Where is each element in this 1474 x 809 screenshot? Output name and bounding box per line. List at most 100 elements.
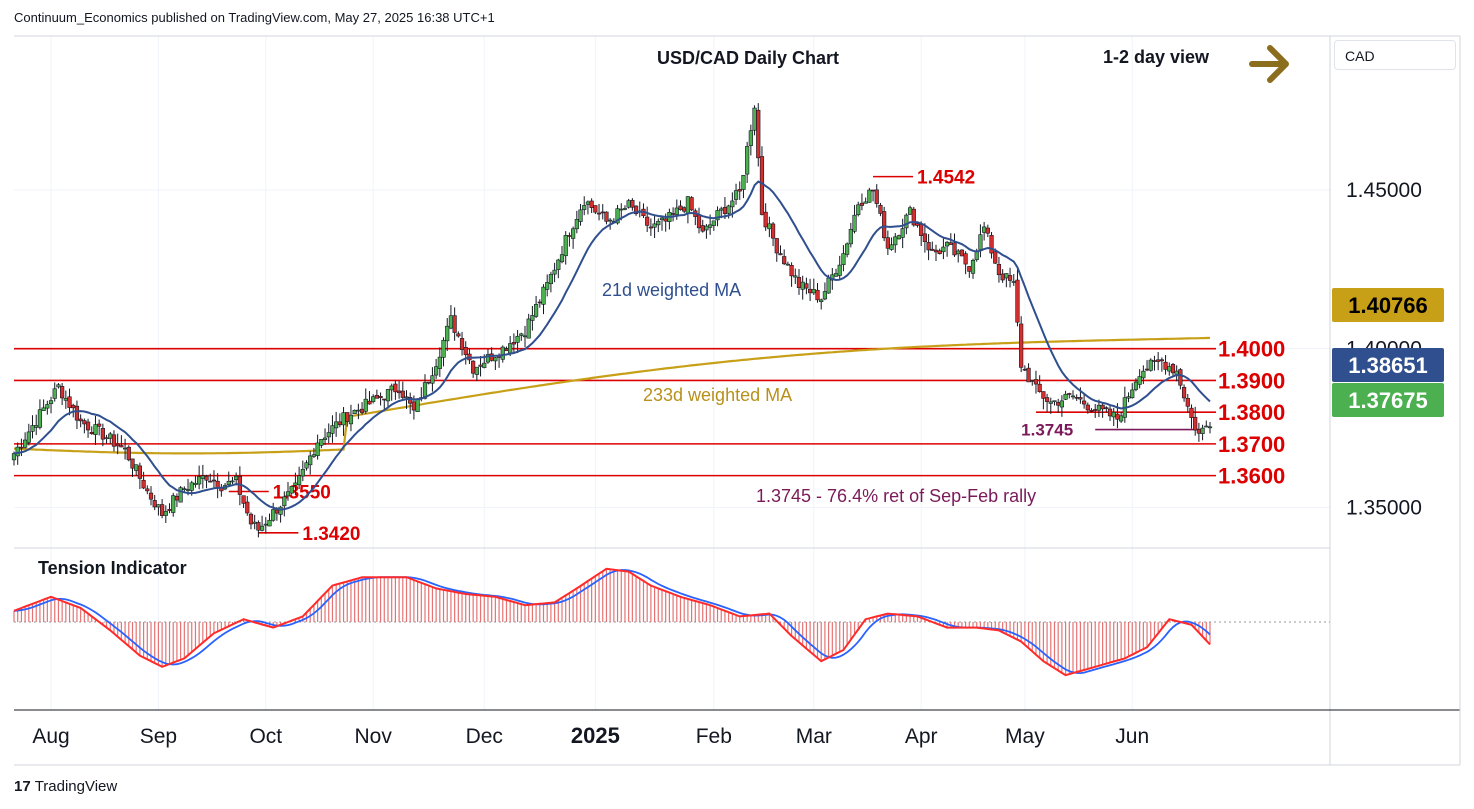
candle-body (26, 431, 31, 443)
candle-body (337, 421, 342, 425)
candle-body (696, 214, 702, 229)
time-tick-2025: 2025 (571, 723, 620, 748)
candle-body (789, 265, 794, 277)
candle-body (52, 388, 57, 399)
candle-body (715, 210, 720, 221)
candle-body (593, 205, 598, 213)
tension-slow-line (13, 569, 1211, 675)
candle-body (141, 479, 146, 489)
candle-body (900, 228, 905, 238)
candle-body (1196, 429, 1201, 434)
candle-body (434, 366, 439, 376)
candle-body (1048, 401, 1053, 404)
candle-body (1063, 393, 1068, 400)
candle-body (563, 235, 568, 257)
candle-body (156, 504, 161, 508)
candle-body (1170, 364, 1176, 374)
time-tick-May: May (1005, 725, 1045, 748)
candle-body (160, 504, 165, 516)
candle-body (382, 398, 387, 401)
candle-body (274, 509, 279, 514)
candle-body (330, 425, 335, 434)
candle-body (1189, 407, 1194, 418)
candle-body (334, 421, 339, 429)
candle-body (733, 190, 739, 200)
time-tick-Nov: Nov (354, 725, 392, 748)
candle-body (319, 439, 324, 446)
level-label-1.4000: 1.4000 (1218, 337, 1285, 362)
marker-label-1.3420: 1.3420 (302, 524, 360, 545)
candle-body (508, 343, 513, 354)
candle-body (74, 405, 80, 421)
candle-body (996, 263, 1002, 276)
candle-body (197, 476, 202, 485)
candle-body (1019, 323, 1024, 368)
candle-body (359, 408, 365, 413)
candle-body (300, 469, 305, 477)
candle-body (589, 200, 594, 208)
candle-body (341, 412, 346, 426)
candle-body (907, 207, 913, 215)
candle-body (311, 454, 317, 457)
candle-body (1044, 397, 1050, 402)
candle-body (437, 356, 442, 369)
candle-body (374, 394, 379, 399)
candle-body (1156, 359, 1161, 362)
candle-body (911, 208, 916, 226)
candle-body (1096, 404, 1102, 411)
candle-body (441, 339, 446, 358)
candle-body (278, 506, 283, 515)
candle-body (459, 338, 465, 350)
candle-body (315, 442, 320, 457)
candle-body (67, 396, 72, 408)
candle-body (1085, 404, 1090, 411)
candle-body (863, 201, 868, 204)
candle-body (619, 208, 624, 211)
candle-body (719, 208, 724, 211)
candle-body (41, 407, 46, 411)
candle-body (100, 428, 105, 440)
candle-body (552, 269, 557, 275)
candlesticks (11, 103, 1213, 538)
candle-body (1015, 279, 1020, 323)
candle-body (204, 475, 209, 481)
candle-body (308, 455, 313, 466)
candle-body (230, 480, 235, 483)
candle-body (293, 482, 298, 486)
candle-body (770, 223, 776, 239)
candle-body (741, 174, 746, 190)
candle-body (430, 375, 435, 384)
candle-body (915, 223, 920, 226)
support-resistance-levels: 1.4000 1.3900 1.3800 1.3700 1.3600 1.4542 1.35… (14, 168, 1285, 545)
time-axis-ticks: Aug Sep Oct Nov Dec 2025 Feb Mar Apr May Jun (32, 723, 1149, 748)
candle-body (882, 211, 887, 239)
candle-body (822, 291, 828, 300)
candle-body (537, 301, 542, 304)
candle-body (1193, 416, 1198, 431)
candle-body (559, 254, 565, 263)
time-tick-Apr: Apr (905, 725, 938, 748)
candle-body (937, 250, 942, 254)
candle-body (807, 288, 813, 294)
candle-body (826, 277, 831, 294)
candle-body (778, 253, 783, 256)
candle-body (604, 211, 609, 222)
candle-body (137, 465, 142, 479)
ma21-path (13, 180, 1211, 511)
candle-body (656, 220, 661, 226)
candle-body (837, 264, 842, 276)
candle-body (515, 335, 520, 343)
ma233-line (13, 336, 1211, 455)
time-tick-Aug: Aug (32, 725, 69, 748)
currency-badge[interactable]: CAD (1334, 40, 1456, 70)
candle-body (248, 513, 254, 525)
candle-body (930, 248, 935, 251)
candle-body (408, 397, 413, 404)
price-tick-1.35000: 1.35000 (1346, 496, 1422, 519)
view-label: 1-2 day view (1103, 47, 1210, 67)
candle-body (208, 480, 213, 483)
candle-body (445, 325, 450, 342)
candle-body (23, 439, 28, 448)
candle-body (726, 205, 731, 214)
candle-body (378, 395, 383, 399)
